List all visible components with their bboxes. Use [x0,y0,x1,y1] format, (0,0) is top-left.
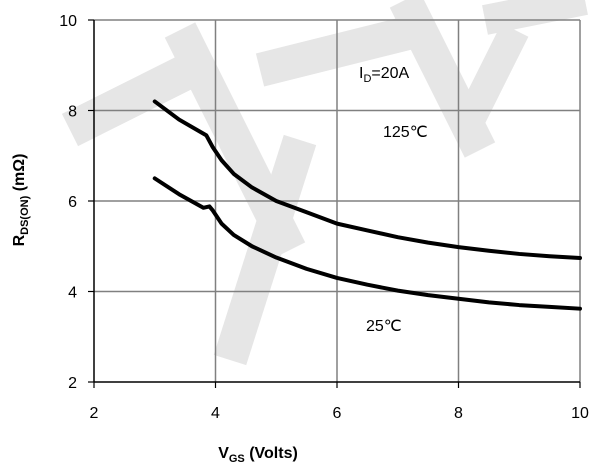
series-label-125c: 125℃ [383,124,428,141]
series-label-25c: 25℃ [366,318,402,335]
y-tick-label: 4 [68,285,77,302]
y-axis-label-main: R [11,234,28,246]
y-tick-label: 2 [68,375,77,392]
y-axis-label-group: RDS(ON) (mΩ) [11,154,31,247]
x-tick-label: 6 [333,405,342,422]
y-axis-label-tail: (mΩ) [11,154,28,196]
id-annotation-main: I [359,65,363,82]
x-axis-label-main: V [218,445,229,462]
watermark [61,0,588,366]
x-tick-label: 2 [90,405,99,422]
x-tick-label: 10 [571,405,589,422]
tick-labels: 2 4 6 8 10 2 4 6 8 10 [59,13,589,422]
x-tick-label: 8 [454,405,463,422]
axes [88,19,581,388]
id-annotation: ID=20A [359,65,410,85]
y-axis-label: RDS(ON) (mΩ) [11,154,31,247]
y-axis-label-sub: DS(ON) [19,195,31,234]
x-axis-label-tail: (Volts) [245,445,298,462]
y-tick-label: 6 [68,194,77,211]
x-axis-label-sub: GS [229,453,245,465]
x-axis-label: VGS (Volts) [218,445,298,465]
id-annotation-tail: =20A [371,65,409,82]
x-tick-label: 4 [211,405,220,422]
series-line-125c [152,99,582,261]
id-annotation-sub: D [363,73,371,85]
y-tick-label: 10 [59,13,77,30]
y-tick-label: 8 [68,104,77,121]
series-lines [152,99,582,311]
grid [94,19,581,382]
series-line-25c [152,176,582,311]
